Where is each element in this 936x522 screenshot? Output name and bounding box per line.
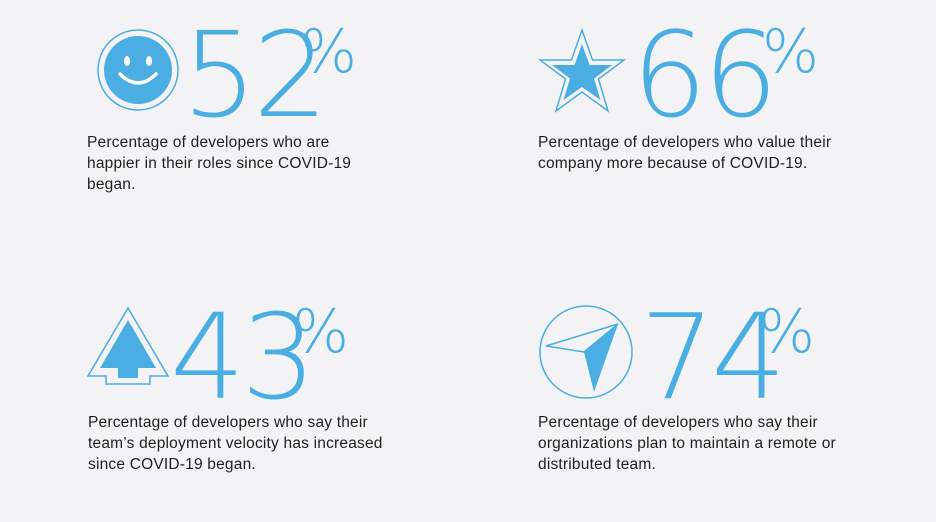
percent-sign: % [300, 17, 358, 87]
percent-sign: % [292, 297, 350, 367]
arrow-up-icon [86, 306, 170, 391]
stat-description: Percentage of developers who value their… [538, 134, 832, 172]
stat-value: 52 [182, 6, 328, 144]
star-icon [536, 27, 628, 124]
smiley-face-icon [96, 28, 180, 117]
stat-value: 43 [170, 288, 316, 426]
stat-card-value-company: 66 % Percentage of developers who value … [536, 16, 876, 222]
stat-card-remote-team: 74 % Percentage of developers who say th… [536, 297, 876, 502]
percent-sign: % [758, 297, 816, 367]
stat-value: 66 [632, 6, 778, 144]
stat-card-deployment-velocity: 43 % Percentage of developers who say th… [86, 297, 426, 502]
stat-card-happier: 52 % Percentage of developers who are ha… [86, 16, 426, 222]
stat-description: Percentage of developers who say their t… [88, 414, 383, 473]
stat-description: Percentage of developers who are happier… [87, 134, 352, 193]
stat-description: Percentage of developers who say their o… [538, 414, 836, 473]
compass-pointer-icon [538, 304, 634, 405]
percent-sign: % [762, 17, 820, 87]
stat-value: 74 [640, 288, 786, 426]
